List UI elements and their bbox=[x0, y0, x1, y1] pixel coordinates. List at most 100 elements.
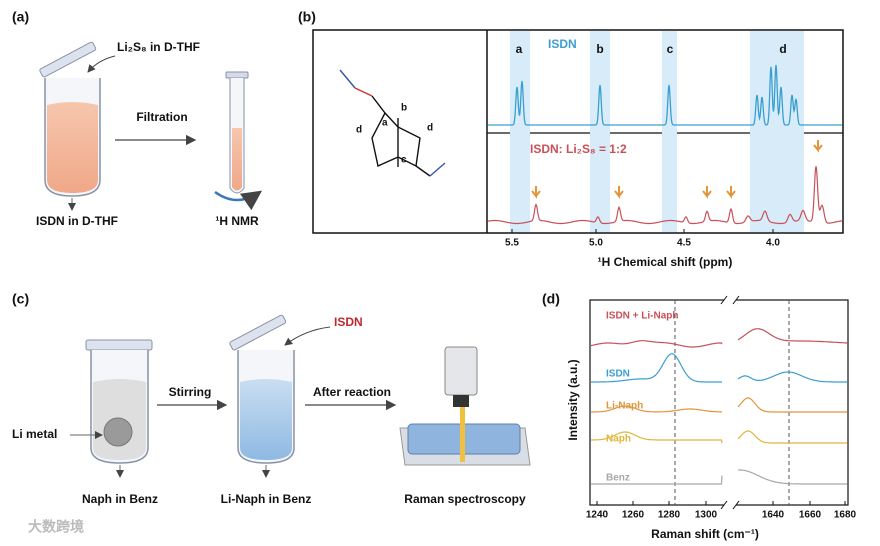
lens bbox=[453, 395, 469, 407]
peak-label: b bbox=[596, 42, 603, 56]
raman-trace bbox=[591, 405, 723, 413]
peak-label: c bbox=[667, 42, 674, 56]
tube-cap bbox=[225, 71, 249, 79]
x-axis: 5.5 5.0 4.5 4.0 bbox=[505, 229, 780, 249]
x-tick-label: 1680 bbox=[834, 510, 857, 521]
step-label: Stirring bbox=[169, 385, 212, 399]
laser-head bbox=[444, 346, 478, 396]
pointer bbox=[87, 55, 116, 73]
raman-spectra: ISDN + Li-Naph ISDN Li-Naph Naph Benz bbox=[590, 311, 847, 485]
x-axis-label: ¹H Chemical shift (ppm) bbox=[598, 255, 733, 269]
peak-arrow bbox=[813, 140, 823, 153]
pointer bbox=[284, 326, 331, 346]
peak-label: a bbox=[516, 42, 523, 56]
peak-arrow bbox=[531, 186, 541, 199]
reagent: Li₂S₈ in D-THF bbox=[117, 40, 200, 54]
highlight-band bbox=[590, 31, 610, 232]
liquid bbox=[240, 379, 292, 460]
ring bbox=[397, 126, 421, 168]
bond bbox=[371, 95, 386, 114]
reagent: ISDN bbox=[334, 315, 363, 329]
atom-label: a bbox=[382, 118, 388, 129]
trace-label: Li-Naph bbox=[606, 401, 643, 412]
step-label: Filtration bbox=[136, 110, 187, 124]
spectrum-trace bbox=[487, 166, 843, 225]
tube-label: ¹H NMR bbox=[215, 214, 259, 228]
panel-label: (d) bbox=[542, 291, 560, 307]
x-tick-label: 1260 bbox=[622, 510, 645, 521]
raman-instrument bbox=[399, 346, 531, 466]
atom-label: d bbox=[427, 123, 433, 134]
atom-label: d bbox=[356, 125, 362, 136]
vial-label: Naph in Benz bbox=[82, 492, 158, 506]
atom-label: b bbox=[401, 103, 407, 114]
ring bbox=[371, 111, 399, 167]
nmr-spectra bbox=[487, 64, 843, 225]
x-tick-label: 1640 bbox=[762, 510, 785, 521]
nmr-tube bbox=[214, 71, 263, 211]
vial bbox=[39, 41, 101, 211]
highlight-bands bbox=[510, 31, 804, 232]
raman-trace bbox=[737, 371, 847, 383]
vial-cap bbox=[39, 41, 97, 78]
break-mark bbox=[732, 500, 740, 510]
break-mark bbox=[720, 295, 728, 305]
molecule bbox=[339, 69, 446, 177]
watermark: 大数跨境 bbox=[28, 519, 84, 535]
raman-trace bbox=[591, 353, 722, 383]
trace-label: ISDN bbox=[606, 369, 630, 380]
rotation bbox=[214, 190, 263, 211]
bond bbox=[429, 162, 446, 177]
highlight-band bbox=[750, 31, 804, 232]
x-tick-label: 5.5 bbox=[505, 238, 519, 249]
x-tick-label: 1300 bbox=[695, 510, 718, 521]
vial-cap bbox=[85, 339, 153, 351]
highlight-band bbox=[510, 31, 530, 232]
trace-label: ISDN bbox=[548, 37, 577, 51]
trace-label: ISDN + Li-Naph bbox=[606, 311, 679, 322]
raman-trace bbox=[591, 431, 723, 444]
break-mark bbox=[720, 500, 728, 510]
li-metal bbox=[103, 417, 133, 447]
axis-break bbox=[724, 296, 736, 508]
break-marks bbox=[720, 295, 740, 510]
liquid bbox=[47, 102, 98, 193]
raman-trace bbox=[737, 430, 847, 444]
x-axis-label: Raman shift (cm⁻¹) bbox=[651, 527, 759, 541]
bond bbox=[415, 165, 431, 177]
bond bbox=[354, 87, 373, 97]
raman-trace bbox=[590, 340, 723, 348]
bond bbox=[339, 69, 356, 89]
vial-label: Li-Naph in Benz bbox=[221, 492, 312, 506]
trace-label: Benz bbox=[606, 473, 630, 484]
x-axis: 1240 1260 1280 1300 1640 1660 1680 bbox=[586, 501, 857, 521]
trace-label: ISDN: Li₂S₈ = 1:2 bbox=[530, 142, 627, 156]
panel-label: (b) bbox=[298, 9, 316, 25]
vial bbox=[229, 314, 295, 478]
x-tick-label: 1240 bbox=[586, 510, 609, 521]
raman-trace bbox=[737, 328, 847, 344]
x-tick-label: 1660 bbox=[799, 510, 822, 521]
x-tick-label: 5.0 bbox=[589, 238, 603, 249]
trace-label: Naph bbox=[606, 434, 631, 445]
x-tick-label: 4.5 bbox=[677, 238, 691, 249]
plot-frame bbox=[589, 299, 849, 506]
x-tick-label: 1280 bbox=[658, 510, 681, 521]
atom-label: c bbox=[401, 155, 407, 166]
y-axis-label: Intensity (a.u.) bbox=[566, 359, 580, 440]
metal-label: Li metal bbox=[12, 427, 57, 441]
peak-arrow bbox=[614, 186, 624, 199]
raman-trace bbox=[737, 469, 847, 485]
peak-arrow bbox=[702, 186, 712, 199]
instrument-label: Raman spectroscopy bbox=[404, 492, 526, 506]
peak-label: d bbox=[779, 42, 786, 56]
break-mark bbox=[732, 295, 740, 305]
liquid bbox=[232, 128, 242, 191]
laser-beam bbox=[460, 407, 465, 462]
highlight-band bbox=[662, 31, 677, 232]
raman-trace bbox=[591, 475, 723, 485]
spectrum-trace bbox=[488, 64, 842, 126]
panel-label: (a) bbox=[12, 9, 29, 25]
raman-trace bbox=[737, 397, 847, 413]
